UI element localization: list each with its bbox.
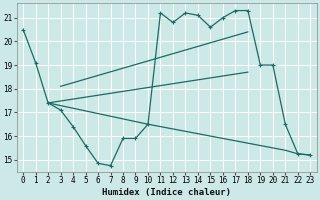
X-axis label: Humidex (Indice chaleur): Humidex (Indice chaleur) [102, 188, 231, 197]
